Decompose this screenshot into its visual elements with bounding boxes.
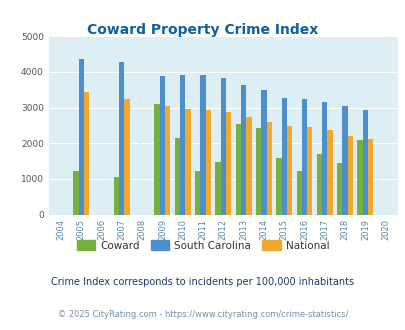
Text: © 2025 CityRating.com - https://www.cityrating.com/crime-statistics/: © 2025 CityRating.com - https://www.city… <box>58 310 347 319</box>
Bar <box>159 76 164 214</box>
Bar <box>367 139 373 214</box>
Bar <box>322 102 326 214</box>
Bar <box>114 177 119 214</box>
Bar <box>301 99 306 214</box>
Bar <box>220 78 225 214</box>
Bar <box>286 126 291 214</box>
Bar <box>296 171 301 214</box>
Bar <box>164 106 170 214</box>
Bar <box>341 106 347 214</box>
Bar <box>73 171 78 214</box>
Text: Coward Property Crime Index: Coward Property Crime Index <box>87 23 318 37</box>
Bar <box>124 99 129 214</box>
Bar <box>78 59 83 214</box>
Bar <box>215 162 220 214</box>
Bar <box>266 122 271 214</box>
Text: Crime Index corresponds to incidents per 100,000 inhabitants: Crime Index corresponds to incidents per… <box>51 278 354 287</box>
Bar <box>307 127 312 214</box>
Bar <box>256 128 261 214</box>
Bar <box>175 138 180 214</box>
Bar <box>326 130 332 214</box>
Bar <box>235 124 240 214</box>
Bar <box>225 112 230 214</box>
Bar <box>362 110 367 214</box>
Bar <box>240 85 245 214</box>
Bar <box>194 171 200 214</box>
Bar <box>347 136 352 214</box>
Bar <box>281 98 286 214</box>
Legend: Coward, South Carolina, National: Coward, South Carolina, National <box>72 236 333 255</box>
Bar <box>316 154 322 214</box>
Bar <box>260 90 266 214</box>
Bar <box>246 117 251 214</box>
Bar <box>154 104 160 214</box>
Bar <box>276 158 281 214</box>
Bar <box>200 75 205 214</box>
Bar <box>357 140 362 214</box>
Bar <box>83 92 89 214</box>
Bar <box>185 109 190 214</box>
Bar <box>119 62 124 214</box>
Bar <box>179 75 185 214</box>
Bar <box>205 110 211 214</box>
Bar <box>337 163 342 214</box>
